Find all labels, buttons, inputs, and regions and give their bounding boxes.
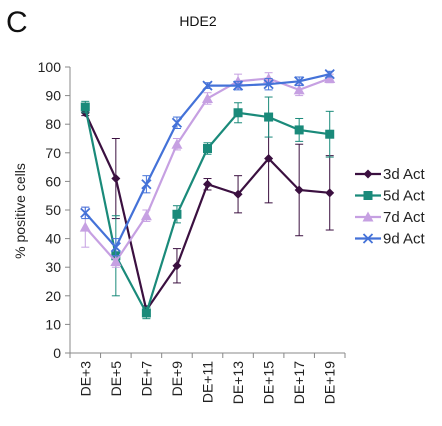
data-point xyxy=(325,188,335,198)
data-point xyxy=(171,138,183,149)
data-point xyxy=(172,261,182,271)
x-tick-label: DE+11 xyxy=(200,361,216,403)
y-tick-label: 50 xyxy=(45,202,61,218)
data-point xyxy=(202,80,213,91)
data-point xyxy=(294,185,304,195)
y-axis-label: % positive cells xyxy=(12,163,28,259)
y-tick-label: 0 xyxy=(53,345,61,361)
legend-label: 5d Act xyxy=(383,188,426,205)
legend: 3d Act 5d Act 7d Act 9d Act xyxy=(355,166,426,248)
data-point xyxy=(324,69,335,80)
data-point xyxy=(264,112,274,122)
data-point xyxy=(110,242,121,253)
data-point xyxy=(202,92,213,103)
legend-item: 7d Act xyxy=(355,209,426,226)
y-tick-label: 40 xyxy=(45,231,61,247)
data-point xyxy=(324,72,336,83)
y-tick-label: 100 xyxy=(38,59,62,75)
series-line xyxy=(84,106,330,316)
series-5d-act xyxy=(80,96,335,320)
legend-marker xyxy=(363,169,373,179)
legend-marker xyxy=(362,233,374,244)
y-tick-label: 70 xyxy=(45,145,61,161)
data-point xyxy=(264,154,274,164)
chart-title: HDE2 xyxy=(179,13,217,29)
y-tick-label: 30 xyxy=(45,259,61,275)
legend-label: 7d Act xyxy=(383,209,426,226)
y-tick-label: 80 xyxy=(45,116,61,132)
data-point xyxy=(79,221,91,232)
data-point xyxy=(294,76,305,87)
x-tick-label: DE+17 xyxy=(291,361,307,404)
data-point xyxy=(111,174,121,184)
x-tick-label: DE+7 xyxy=(138,361,154,397)
legend-item: 5d Act xyxy=(355,188,426,205)
plot-area: 0 10 20 30 40 50 60 70 80 90 100 DE+3 DE+5 DE+7 DE+9 DE… xyxy=(38,59,346,404)
data-point xyxy=(110,255,122,266)
y-tick-label: 10 xyxy=(45,316,61,332)
x-tick-label: DE+5 xyxy=(108,361,124,397)
data-point xyxy=(203,144,212,154)
series-7d-act xyxy=(79,72,336,268)
legend-item: 9d Act xyxy=(355,231,426,248)
data-point xyxy=(203,179,212,189)
legend-label: 3d Act xyxy=(383,166,426,183)
data-point xyxy=(263,79,274,90)
series-9d-act xyxy=(80,69,335,257)
panel-letter: C xyxy=(6,6,28,39)
legend-label: 9d Act xyxy=(383,231,426,248)
legend-marker xyxy=(363,191,373,200)
y-tick-label: 90 xyxy=(45,88,61,104)
x-tick-label: DE+15 xyxy=(261,361,277,404)
data-point xyxy=(141,179,152,190)
data-point xyxy=(232,80,244,91)
data-point xyxy=(172,209,182,219)
data-point xyxy=(294,125,304,135)
data-point xyxy=(293,84,305,95)
x-tick-label: DE+3 xyxy=(77,361,93,397)
y-tick-label: 20 xyxy=(45,288,61,304)
data-point xyxy=(233,189,243,199)
series-3d-act xyxy=(80,108,335,315)
data-point xyxy=(141,308,151,318)
y-tick-label: 60 xyxy=(45,173,61,189)
x-tick-label: DE+13 xyxy=(230,361,246,404)
data-point xyxy=(325,129,335,139)
data-point xyxy=(171,117,183,128)
data-point xyxy=(233,108,243,118)
legend-marker xyxy=(362,211,374,222)
data-point xyxy=(80,207,91,218)
x-tick-label: DE+9 xyxy=(169,361,185,397)
data-point xyxy=(140,210,152,221)
data-point xyxy=(80,102,90,112)
x-tick-label: DE+19 xyxy=(322,361,338,404)
legend-item: 3d Act xyxy=(355,166,426,183)
